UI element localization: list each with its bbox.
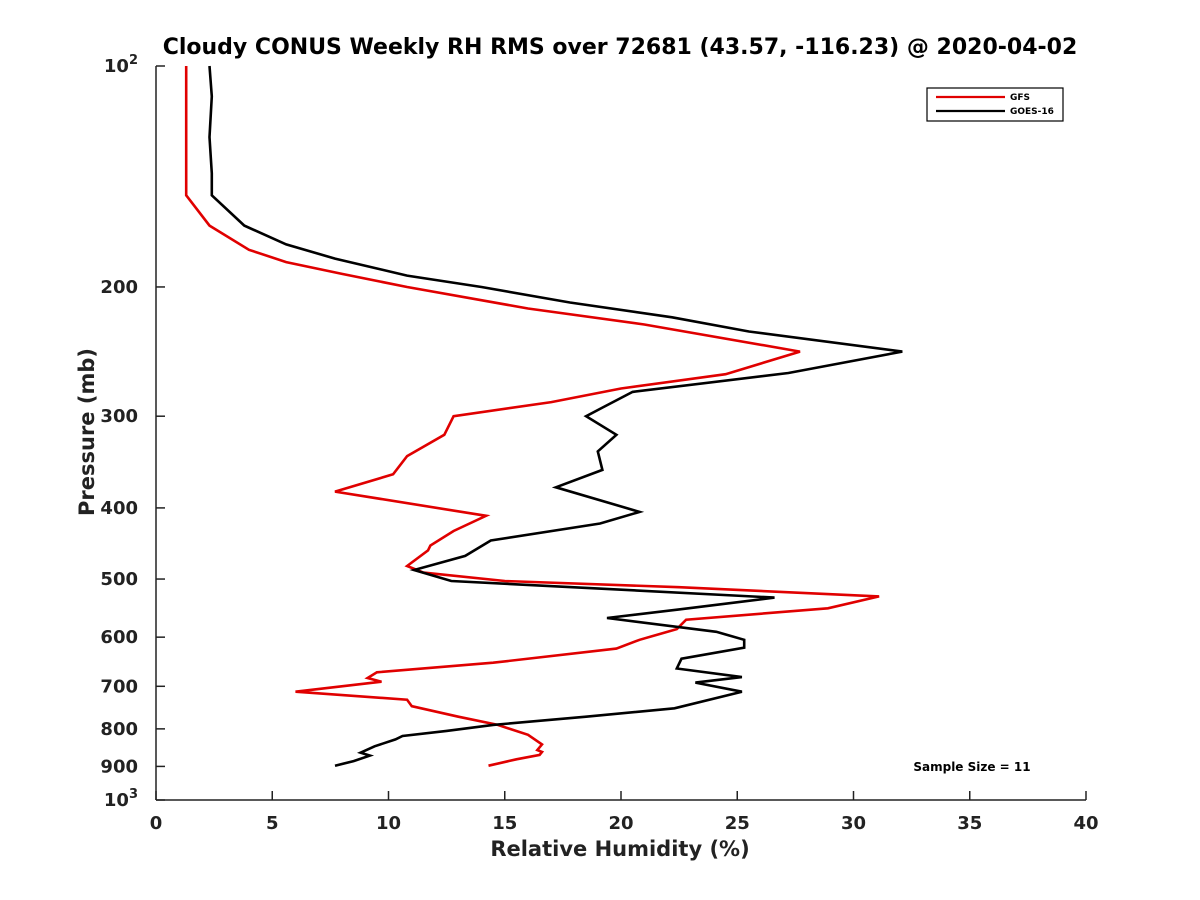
legend-box (926, 87, 1064, 122)
y-tick-exponent: 2 (129, 53, 138, 68)
y-tick-label: 102 (104, 53, 138, 77)
axes: 0 5 10 15 20 25 30 35 40102200300400500600700800… (100, 53, 1098, 834)
y-tick-label: 800 (100, 719, 138, 740)
legend: GFS GOES-16 (926, 87, 1064, 122)
x-tick-label: 15 (492, 813, 517, 834)
y-tick-base: 10 (104, 790, 129, 811)
series-line-gfs (184, 66, 880, 767)
y-tick-label: 500 (100, 569, 138, 590)
x-tick-label: 10 (376, 813, 401, 834)
x-tick-label: 25 (725, 813, 750, 834)
y-tick-label: 600 (100, 627, 138, 648)
x-tick-label: 0 (150, 813, 163, 834)
y-tick-label: 200 (100, 277, 138, 298)
sample-size-annotation: Sample Size = 11 (913, 760, 1030, 774)
x-tick-label: 35 (957, 813, 982, 834)
x-tick-label: 40 (1073, 813, 1098, 834)
x-tick-label: 5 (266, 813, 279, 834)
series-line-goes-16 (208, 65, 903, 767)
y-tick-label: 700 (100, 676, 138, 697)
y-tick-label: 400 (100, 498, 138, 519)
y-axis-label: Pressure (mb) (75, 348, 99, 516)
series-layer (184, 65, 903, 767)
y-tick-base: 10 (104, 56, 129, 77)
chart-title: Cloudy CONUS Weekly RH RMS over 72681 (4… (163, 35, 1078, 60)
y-tick-label: 103 (104, 787, 138, 811)
legend-entry: GOES-16 (1010, 107, 1054, 117)
y-tick-exponent: 3 (129, 787, 138, 802)
x-axis-label: Relative Humidity (%) (490, 837, 749, 861)
y-tick-label: 900 (100, 756, 138, 777)
x-tick-label: 20 (608, 813, 633, 834)
x-tick-label: 30 (841, 813, 866, 834)
y-tick-label: 300 (100, 406, 138, 427)
legend-entry: GFS (1010, 93, 1030, 103)
